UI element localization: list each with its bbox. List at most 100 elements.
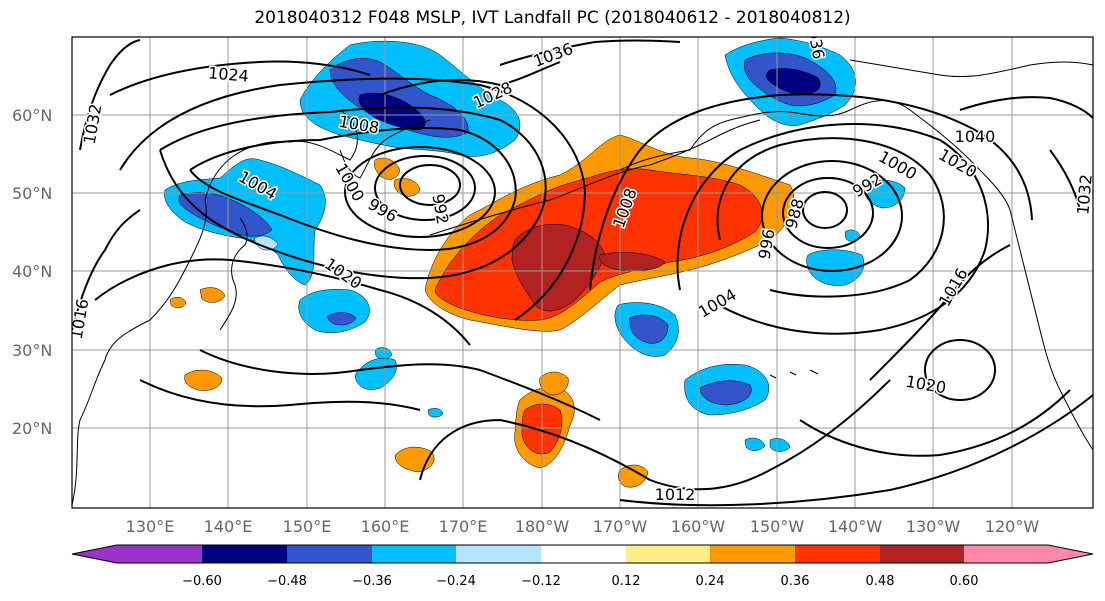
colorbar-extend-high bbox=[1048, 545, 1093, 563]
contour-label: 1032 bbox=[1073, 173, 1095, 215]
contour-1024 bbox=[109, 60, 371, 96]
contour-1012 bbox=[419, 379, 891, 491]
colorbar-tick-label: 0.48 bbox=[866, 574, 895, 589]
lon-label: 160°W bbox=[671, 517, 726, 536]
contour-1016 bbox=[119, 77, 587, 321]
low-center-west-1000 bbox=[344, 146, 496, 238]
colorbar-tick-label: 0.60 bbox=[950, 574, 979, 589]
low-center-east-988 bbox=[802, 191, 848, 229]
contour-1000-east bbox=[716, 137, 945, 298]
ivt-positive-west-2 bbox=[199, 287, 226, 303]
coast-asia bbox=[72, 109, 358, 506]
colorbar-segment bbox=[795, 545, 880, 563]
ivt-positive-west-1 bbox=[169, 296, 187, 308]
contour-1016-south bbox=[199, 349, 601, 421]
colorbar-tick-label: −0.48 bbox=[267, 574, 307, 589]
coast-alaska bbox=[619, 100, 1011, 211]
ivt-positive-region-darkred bbox=[511, 224, 606, 312]
map-title: 2018040312 F048 MSLP, IVT Landfall PC (2… bbox=[254, 8, 851, 28]
colorbar-segment bbox=[456, 545, 541, 563]
lon-label: 140°W bbox=[828, 517, 883, 536]
contour-label: 1012 bbox=[655, 485, 696, 504]
ivt-negative-pacific-3-dark bbox=[629, 314, 669, 344]
lon-label: 130°W bbox=[906, 517, 961, 536]
colorbar-segment bbox=[880, 545, 964, 563]
contour-1020-west bbox=[94, 258, 471, 346]
mslp-contours bbox=[72, 39, 1093, 507]
coast-arctic bbox=[849, 59, 1093, 78]
lon-label: 120°W bbox=[985, 517, 1040, 536]
low-center-west-996 bbox=[374, 155, 476, 221]
longitude-labels: 130°E 140°E 150°E 160°E 170°E 180°W 170°… bbox=[126, 517, 1040, 536]
lat-label: 60°N bbox=[12, 106, 52, 125]
contour-1028 bbox=[379, 61, 561, 96]
ivt-negative-pacific-9 bbox=[769, 438, 791, 452]
colorbar-tick-label: 0.24 bbox=[696, 574, 725, 589]
lat-label: 20°N bbox=[12, 419, 52, 438]
ivt-negative-pacific-7 bbox=[844, 229, 861, 242]
lon-label: 170°W bbox=[593, 517, 648, 536]
ivt-negative-pacific-1-dark bbox=[327, 312, 357, 326]
colorbar-segment bbox=[541, 545, 626, 563]
contour-1012-outer bbox=[619, 394, 1093, 507]
colorbar-extend-low bbox=[72, 545, 117, 563]
contour-1036 bbox=[499, 39, 681, 66]
colorbar: −0.60 −0.48 −0.36 −0.24 −0.12 0.12 0.24 … bbox=[71, 544, 1094, 589]
contour-1004-east bbox=[676, 123, 989, 335]
contour-1040-east bbox=[959, 96, 1093, 119]
low-center-west-992 bbox=[399, 164, 461, 206]
colorbar-segment bbox=[626, 545, 710, 563]
contour-1008-west bbox=[159, 106, 547, 280]
colorbar-segment bbox=[964, 545, 1048, 563]
contour-1008-center bbox=[589, 93, 1033, 291]
lon-label: 150°E bbox=[283, 517, 332, 536]
colorbar-segment bbox=[372, 545, 456, 563]
low-center-east-996 bbox=[761, 160, 903, 272]
lon-label: 150°W bbox=[750, 517, 805, 536]
colorbar-segment bbox=[202, 545, 287, 563]
contour-label: 1040 bbox=[955, 127, 996, 146]
colorbar-tick-label: 0.36 bbox=[781, 574, 810, 589]
ivt-positive-south-4 bbox=[184, 369, 223, 391]
colorbar-tick-label: −0.24 bbox=[436, 574, 476, 589]
contour-1020-south bbox=[139, 379, 421, 411]
contour-label: 1024 bbox=[207, 63, 249, 85]
ivt-negative-pacific-5 bbox=[806, 249, 865, 286]
colorbar-segment bbox=[710, 545, 795, 563]
ivt-negative-pacific-4-dark bbox=[699, 380, 752, 406]
high-center-east-1020 bbox=[924, 339, 996, 401]
coast-aleutians bbox=[429, 119, 761, 236]
lon-label: 160°E bbox=[361, 517, 410, 536]
contour-1016-far-east bbox=[799, 389, 1071, 457]
ivt-negative-pacific-2 bbox=[354, 357, 397, 390]
ivt-negative-pacific-10 bbox=[427, 408, 444, 418]
colorbar-segment bbox=[287, 545, 372, 563]
colorbar-tick-label: 0.12 bbox=[612, 574, 641, 589]
colorbar-segment bbox=[117, 545, 202, 563]
lon-label: 140°E bbox=[204, 517, 253, 536]
colorbar-tick-label: −0.36 bbox=[352, 574, 392, 589]
ivt-positive-region-darkred-2 bbox=[599, 252, 666, 271]
graticule bbox=[72, 37, 1093, 508]
lat-label: 30°N bbox=[12, 341, 52, 360]
ivt-positive-south-5 bbox=[618, 464, 649, 488]
lat-label: 40°N bbox=[12, 262, 52, 281]
map-border bbox=[71, 36, 1094, 509]
ivt-negative-pacific-8 bbox=[744, 437, 766, 451]
contour-1032-east bbox=[1049, 149, 1081, 211]
lat-label: 50°N bbox=[12, 184, 52, 203]
colorbar-tick-label: −0.12 bbox=[521, 574, 561, 589]
lon-label: 130°E bbox=[126, 517, 175, 536]
contour-1016-west bbox=[72, 209, 141, 331]
latitude-labels: 20°N 30°N 40°N 50°N 60°N bbox=[12, 106, 52, 438]
contour-1004-west bbox=[189, 127, 517, 252]
colorbar-tick-label: −0.60 bbox=[182, 574, 222, 589]
coast-hawaii bbox=[769, 369, 819, 379]
ivt-negative-north-1-navy bbox=[358, 92, 426, 131]
coast-japan bbox=[219, 217, 248, 331]
low-center-east-992 bbox=[782, 177, 874, 249]
lon-label: 170°E bbox=[439, 517, 488, 536]
ivt-shading bbox=[164, 37, 906, 488]
contour-1032-west bbox=[79, 39, 141, 151]
